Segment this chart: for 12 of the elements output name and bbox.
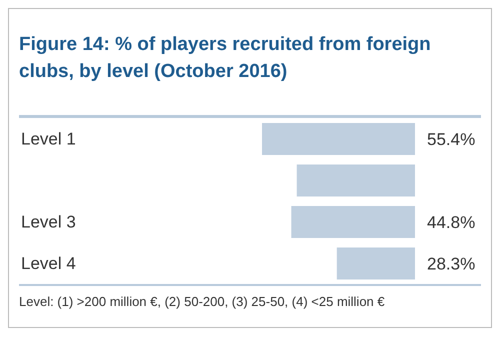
y-tick-label: Level 4 <box>21 254 76 274</box>
bar <box>262 123 415 155</box>
text: Level: (1) >200 million €, (2) 50-200, (3) 25-50, (4) <25 million € <box>18 293 386 309</box>
y-tick-label: Level 3 <box>21 212 76 232</box>
data-label: 55.4% <box>427 130 476 149</box>
bar <box>291 206 415 238</box>
bar <box>296 164 415 196</box>
y-tick-label: Level 1 <box>21 130 76 149</box>
bar <box>336 248 415 280</box>
data-label: 28.3% <box>427 254 476 274</box>
data-label: 44.8% <box>427 212 476 232</box>
chart-title: Figure 14: % of players recruited from foreign clubs, by level (October 2016) <box>18 33 432 84</box>
